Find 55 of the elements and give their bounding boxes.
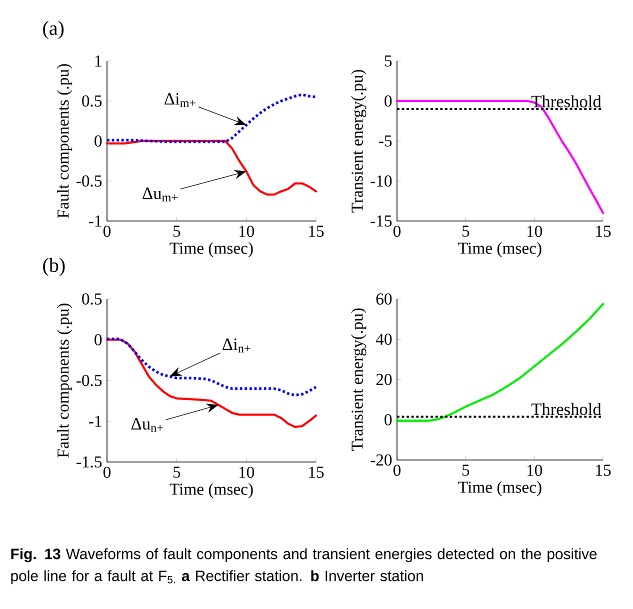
x-axis-title: Time (msec) [170, 483, 253, 498]
y-axis-title: Transient energy(.pu) [351, 308, 366, 451]
y-tick-label: 20 [376, 374, 392, 386]
series-label: Δi$_{m+}$ [164, 93, 196, 107]
x-axis-title: Time (msec) [170, 242, 253, 258]
y-tick-label: -5 [379, 135, 392, 147]
series-label: Δu$_{n+}$ [131, 418, 163, 432]
y-tick-label: 0.5 [82, 95, 102, 107]
y-tick-label: -10 [370, 175, 392, 187]
y-tick-label: -1 [89, 215, 102, 226]
x-tick-label: 0 [103, 466, 111, 478]
y-tick-label: -0.5 [76, 374, 102, 386]
series-label: Δi$_{n+}$ [222, 338, 250, 352]
x-tick-label: 5 [462, 226, 470, 237]
y-axis-title: Fault components (.pu) [56, 64, 72, 218]
chart-title: (b) [43, 258, 65, 276]
y-tick-label: -20 [370, 454, 392, 466]
line-series [106, 338, 318, 396]
y-axis-title: Transient energy(.pu) [351, 70, 366, 212]
y-tick-label: -1 [89, 416, 102, 427]
y-tick-label: 0 [94, 135, 102, 147]
x-tick-label: 15 [596, 464, 611, 476]
y-tick-label: 40 [376, 334, 392, 345]
text: Δu$_{m+}$ [142, 187, 178, 202]
text: Fig. 13 Waveforms of fault components and transient energies detected on the positive pole line for a fault at F$_{5.}$ a Rectifier station. b Inverter station [11, 548, 597, 584]
y-tick-label: 0.5 [82, 293, 102, 305]
x-tick-label: 10 [527, 226, 542, 237]
x-tick-label: 5 [173, 466, 180, 478]
x-tick-label: 15 [596, 226, 611, 237]
x-tick-label: 5 [462, 464, 470, 476]
y-tick-label: 1 [95, 55, 102, 66]
x-axis-title: Time (msec) [458, 481, 542, 496]
x-tick-label: 0 [393, 226, 401, 237]
y-tick-label: 60 [376, 293, 392, 305]
x-tick-label: 0 [393, 464, 401, 476]
y-axis-title: Fault components (.pu) [56, 304, 72, 458]
y-tick-label: -0.5 [76, 175, 102, 187]
y-tick-label: 0 [384, 414, 392, 426]
x-tick-label: 15 [309, 466, 324, 478]
x-tick-label: 5 [173, 226, 180, 237]
x-tick-label: 15 [309, 226, 324, 237]
y-tick-label: 0 [94, 334, 102, 346]
y-tick-label: -15 [370, 215, 392, 227]
y-tick-label: -1.5 [76, 456, 102, 468]
line-series [106, 93, 318, 144]
y-tick-label: 0 [384, 95, 392, 107]
x-axis-title: Time (msec) [458, 242, 542, 258]
ref-line-label: Threshold [531, 402, 602, 416]
x-tick-label: 10 [239, 466, 254, 478]
x-tick-label: 10 [239, 226, 254, 237]
y-tick-label: 5 [384, 55, 392, 67]
chart-title: (a) [43, 20, 64, 40]
x-tick-label: 10 [527, 464, 542, 476]
ref-line-label: Threshold [531, 95, 602, 108]
x-tick-label: 0 [103, 226, 111, 237]
